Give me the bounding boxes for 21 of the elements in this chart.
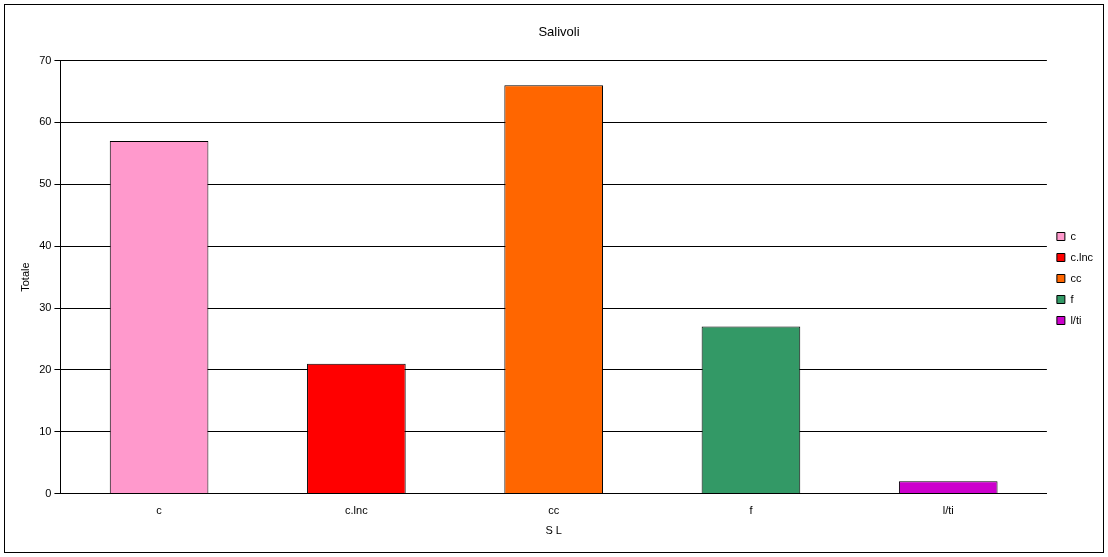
x-tick-label: l/ti <box>942 504 954 517</box>
x-tick-label: f <box>749 504 754 517</box>
x-tick-label: c.lnc <box>345 504 369 517</box>
legend-label: c.lnc <box>1070 250 1094 263</box>
y-tick-label: 70 <box>39 53 52 66</box>
chart-title: Salivoli <box>538 24 580 40</box>
y-tick-label: 10 <box>39 424 52 437</box>
y-tick-label: 0 <box>45 486 52 499</box>
x-axis-title: S L <box>545 524 562 537</box>
y-tick-label: 30 <box>39 301 52 314</box>
legend-label: f <box>1070 292 1075 305</box>
y-axis-title: Totale <box>18 262 31 292</box>
legend-label: cc <box>1070 271 1082 284</box>
x-tick-label: c <box>156 504 163 517</box>
legend-label: l/ti <box>1070 313 1082 326</box>
y-tick-label: 50 <box>39 177 52 190</box>
legend-label: c <box>1070 229 1077 242</box>
y-tick-label: 40 <box>39 239 52 252</box>
x-tick-label: cc <box>548 504 560 517</box>
y-tick-label: 20 <box>39 362 52 375</box>
y-tick-label: 60 <box>39 115 52 128</box>
